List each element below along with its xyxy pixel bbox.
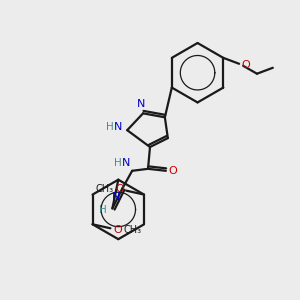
Text: H: H — [99, 206, 106, 215]
Text: CH₃: CH₃ — [123, 225, 141, 235]
Text: N: N — [112, 192, 121, 202]
Text: CH₃: CH₃ — [95, 184, 113, 194]
Text: N: N — [122, 158, 130, 168]
Text: O: O — [115, 184, 124, 194]
Text: O: O — [242, 60, 250, 70]
Text: N: N — [137, 99, 145, 110]
Text: O: O — [168, 166, 177, 176]
Text: H: H — [106, 122, 114, 132]
Text: O: O — [113, 225, 122, 235]
Text: N: N — [114, 122, 122, 132]
Text: H: H — [114, 158, 122, 168]
